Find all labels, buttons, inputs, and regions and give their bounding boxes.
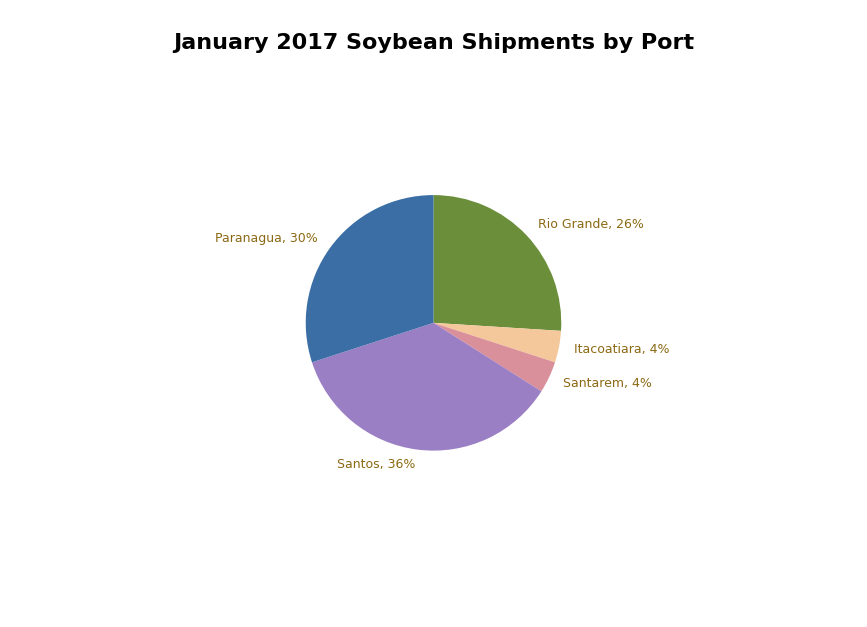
Text: Itacoatiara, 4%: Itacoatiara, 4% bbox=[574, 343, 669, 356]
Wedge shape bbox=[434, 195, 561, 331]
Title: January 2017 Soybean Shipments by Port: January 2017 Soybean Shipments by Port bbox=[173, 33, 694, 53]
Text: Santarem, 4%: Santarem, 4% bbox=[563, 377, 652, 390]
Wedge shape bbox=[306, 195, 434, 362]
Text: Santos, 36%: Santos, 36% bbox=[337, 458, 415, 472]
Wedge shape bbox=[434, 323, 561, 362]
Text: Paranagua, 30%: Paranagua, 30% bbox=[215, 232, 317, 245]
Text: Rio Grande, 26%: Rio Grande, 26% bbox=[538, 218, 643, 231]
Wedge shape bbox=[312, 323, 541, 451]
Wedge shape bbox=[434, 323, 555, 391]
